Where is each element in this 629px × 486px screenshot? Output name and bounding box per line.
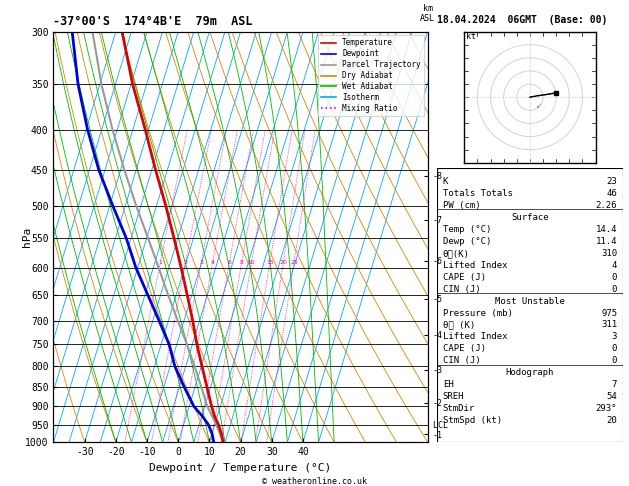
Text: EH: EH bbox=[443, 380, 454, 389]
Text: -37°00'S  174°4B'E  79m  ASL: -37°00'S 174°4B'E 79m ASL bbox=[53, 15, 253, 28]
Text: 2.26: 2.26 bbox=[596, 201, 617, 210]
Text: Hodograph: Hodograph bbox=[506, 368, 554, 377]
Text: 20: 20 bbox=[279, 260, 287, 265]
Text: 0: 0 bbox=[612, 285, 617, 294]
Text: km
ASL: km ASL bbox=[420, 4, 435, 23]
Text: 311: 311 bbox=[601, 320, 617, 330]
Text: SREH: SREH bbox=[443, 392, 464, 401]
Text: Surface: Surface bbox=[511, 213, 548, 222]
Text: K: K bbox=[443, 177, 448, 186]
Text: 3: 3 bbox=[612, 332, 617, 342]
X-axis label: Dewpoint / Temperature (°C): Dewpoint / Temperature (°C) bbox=[150, 463, 331, 473]
Text: LCL: LCL bbox=[428, 421, 448, 430]
Text: 6: 6 bbox=[228, 260, 231, 265]
Text: 18.04.2024  06GMT  (Base: 00): 18.04.2024 06GMT (Base: 00) bbox=[437, 15, 608, 25]
Text: Dewp (°C): Dewp (°C) bbox=[443, 237, 491, 246]
Text: 0: 0 bbox=[612, 356, 617, 365]
Text: 15: 15 bbox=[266, 260, 274, 265]
Text: StmSpd (kt): StmSpd (kt) bbox=[443, 416, 502, 425]
Text: 310: 310 bbox=[601, 249, 617, 258]
Text: Pressure (mb): Pressure (mb) bbox=[443, 309, 513, 317]
Text: Most Unstable: Most Unstable bbox=[495, 296, 565, 306]
Text: 46: 46 bbox=[606, 189, 617, 198]
Text: CAPE (J): CAPE (J) bbox=[443, 345, 486, 353]
Text: Lifted Index: Lifted Index bbox=[443, 261, 507, 270]
Legend: Temperature, Dewpoint, Parcel Trajectory, Dry Adiabat, Wet Adiabat, Isotherm, Mi: Temperature, Dewpoint, Parcel Trajectory… bbox=[318, 35, 424, 116]
Text: 20: 20 bbox=[606, 416, 617, 425]
Text: 0: 0 bbox=[612, 345, 617, 353]
Text: 4: 4 bbox=[211, 260, 214, 265]
Text: 2: 2 bbox=[184, 260, 187, 265]
Text: 8: 8 bbox=[240, 260, 243, 265]
Text: Totals Totals: Totals Totals bbox=[443, 189, 513, 198]
Text: 4: 4 bbox=[612, 261, 617, 270]
Text: © weatheronline.co.uk: © weatheronline.co.uk bbox=[262, 477, 367, 486]
Text: 293°: 293° bbox=[596, 404, 617, 413]
Text: 1: 1 bbox=[159, 260, 162, 265]
Text: kt: kt bbox=[465, 33, 476, 41]
Text: 11.4: 11.4 bbox=[596, 237, 617, 246]
Text: 54: 54 bbox=[606, 392, 617, 401]
Text: 23: 23 bbox=[606, 177, 617, 186]
Text: 10: 10 bbox=[248, 260, 255, 265]
Text: StmDir: StmDir bbox=[443, 404, 475, 413]
Text: CIN (J): CIN (J) bbox=[443, 356, 481, 365]
Text: θᴄ(K): θᴄ(K) bbox=[443, 249, 470, 258]
Text: 14.4: 14.4 bbox=[596, 225, 617, 234]
Text: Lifted Index: Lifted Index bbox=[443, 332, 507, 342]
Text: 975: 975 bbox=[601, 309, 617, 317]
Text: CIN (J): CIN (J) bbox=[443, 285, 481, 294]
Text: 0: 0 bbox=[612, 273, 617, 282]
Text: 3: 3 bbox=[199, 260, 203, 265]
Text: 25: 25 bbox=[290, 260, 298, 265]
Text: 7: 7 bbox=[612, 380, 617, 389]
Text: θᴄ (K): θᴄ (K) bbox=[443, 320, 475, 330]
Text: hPa: hPa bbox=[22, 227, 32, 247]
Text: CAPE (J): CAPE (J) bbox=[443, 273, 486, 282]
Text: PW (cm): PW (cm) bbox=[443, 201, 481, 210]
Text: Temp (°C): Temp (°C) bbox=[443, 225, 491, 234]
Text: ↙: ↙ bbox=[537, 103, 542, 109]
